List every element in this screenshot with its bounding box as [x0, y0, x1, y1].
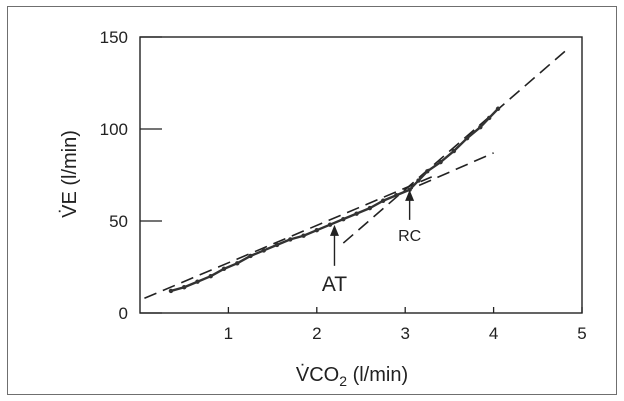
data-point: [301, 233, 306, 238]
figure-frame: [7, 6, 617, 395]
y-axis-label: V̇E (l/min): [59, 130, 81, 218]
data-point: [438, 159, 443, 165]
annotation-at: AT: [322, 273, 347, 296]
data-point: [416, 178, 421, 183]
data-point: [380, 198, 386, 203]
data-point: [464, 136, 470, 141]
data-point: [235, 261, 240, 266]
y-tick-label: 100: [100, 120, 128, 139]
x-axis-label-unit: (l/min): [347, 364, 408, 386]
data-point: [327, 222, 333, 227]
annotation-arrowhead: [329, 224, 339, 236]
x-axis-label-subscript: 2: [339, 373, 347, 389]
data-point: [248, 253, 253, 259]
plot-area: [139, 36, 583, 314]
data-point: [195, 279, 200, 284]
data-point: [221, 266, 227, 272]
regression-line: [144, 176, 433, 300]
data-point: [486, 115, 492, 121]
y-tick-label: 50: [109, 212, 128, 231]
data-point: [367, 205, 373, 211]
data-point: [182, 285, 187, 290]
y-tick-label: 0: [119, 304, 128, 323]
y-tick-label: 150: [100, 28, 128, 47]
data-point: [407, 187, 412, 192]
x-tick-label: 5: [577, 324, 586, 343]
x-tick-label: 4: [489, 324, 498, 343]
annotation-rc: RC: [398, 228, 421, 245]
x-tick-label: 1: [224, 324, 233, 343]
data-point: [261, 248, 266, 253]
data-point: [288, 237, 293, 242]
x-axis-label: V̇CO2 (l/min): [296, 364, 408, 389]
data-point: [354, 211, 359, 216]
data-point: [208, 274, 213, 279]
data-point: [168, 288, 174, 294]
x-tick-label: 3: [400, 324, 409, 343]
data-point: [425, 169, 430, 174]
data-point: [451, 148, 457, 154]
regression-line: [400, 152, 494, 195]
data-point: [495, 106, 501, 111]
regression-line: [342, 47, 570, 244]
data-point: [478, 124, 483, 130]
annotation-arrowhead: [405, 189, 415, 201]
x-axis-label-main: V̇CO: [296, 364, 339, 386]
data-point: [274, 242, 280, 248]
data-point: [314, 228, 319, 233]
x-tick-label: 2: [312, 324, 321, 343]
data-point: [341, 216, 346, 222]
data-point: [394, 193, 399, 198]
